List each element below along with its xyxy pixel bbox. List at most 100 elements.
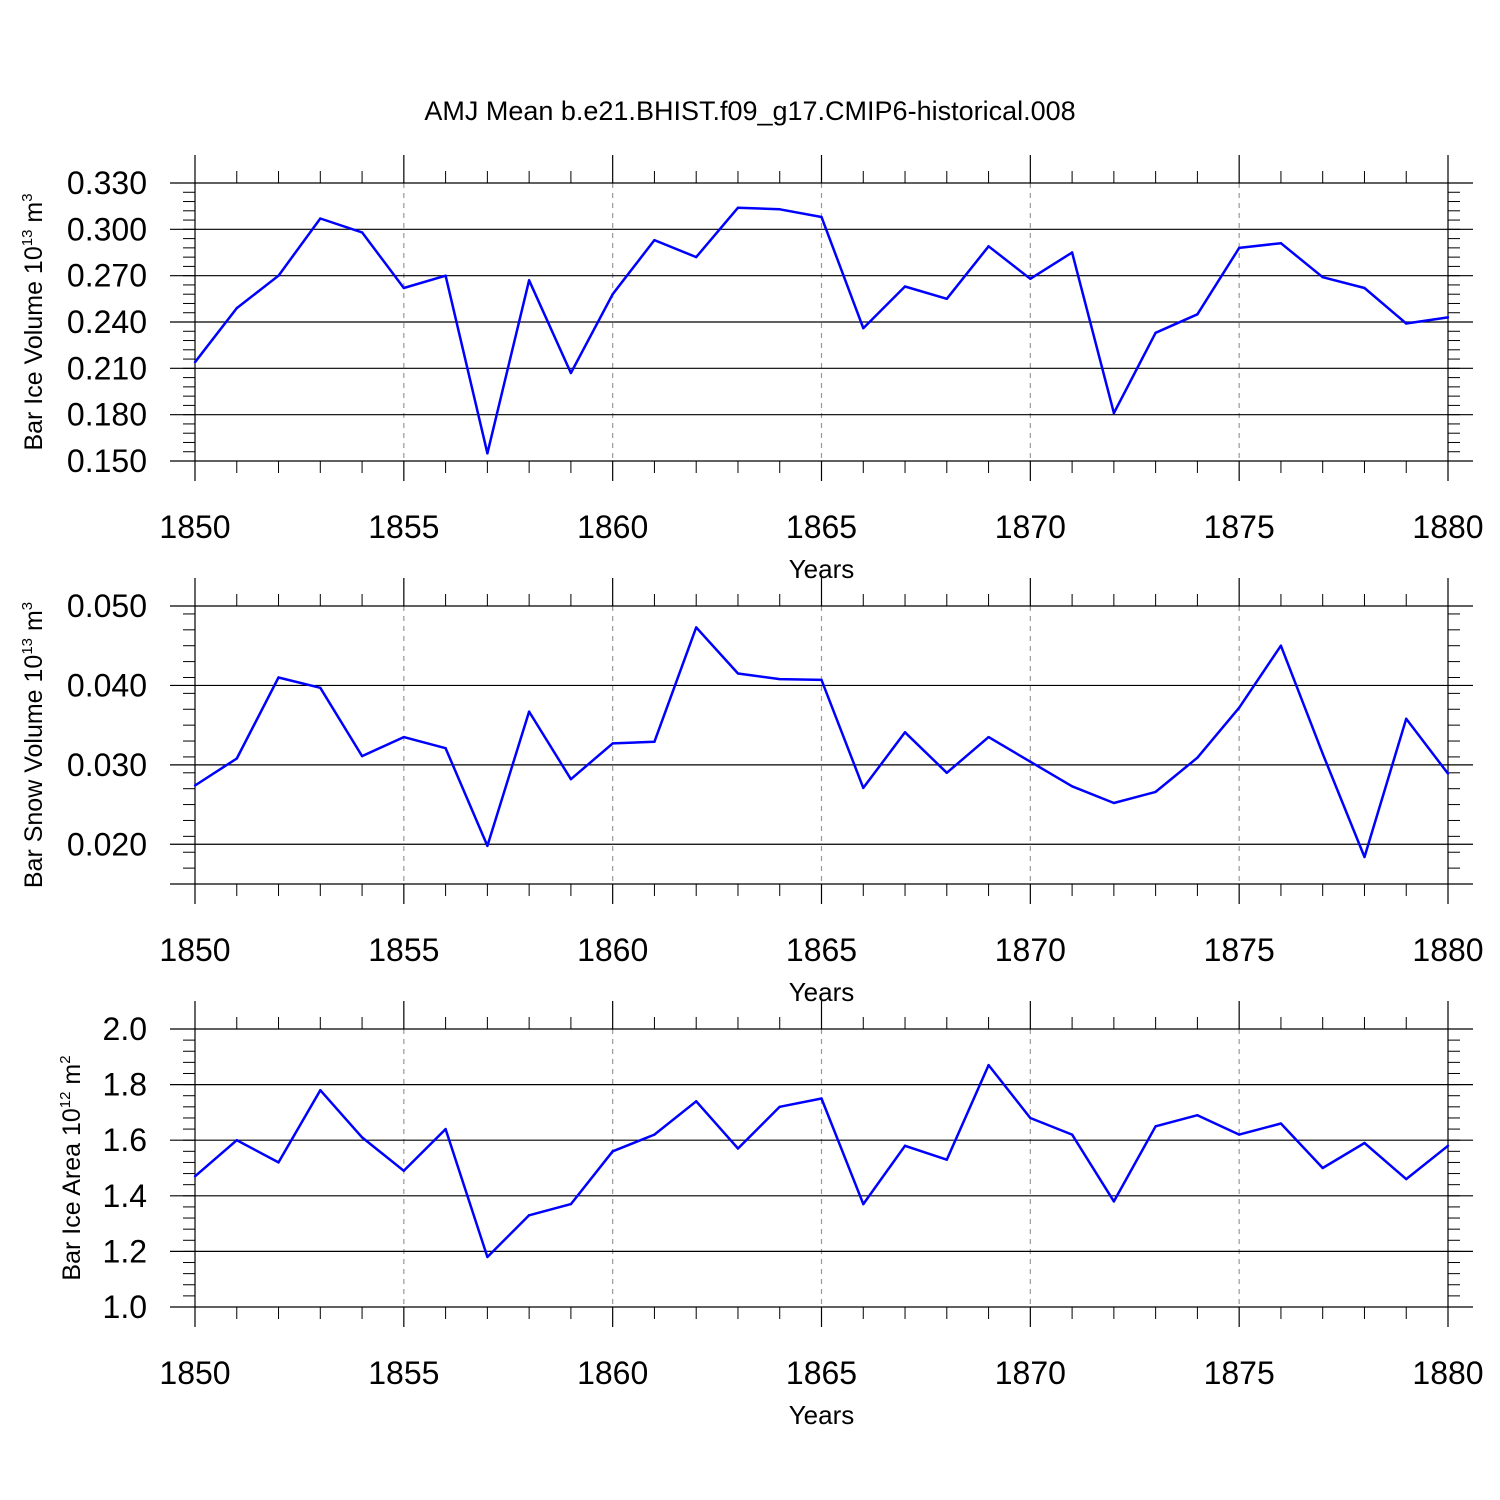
data-point: [1321, 752, 1324, 755]
data-point: [235, 1139, 238, 1142]
y-axis-label-unit: m: [58, 1064, 86, 1092]
data-point: [653, 1133, 656, 1136]
data-point: [1154, 1125, 1157, 1128]
data-point: [1279, 242, 1283, 245]
data-point: [193, 360, 197, 364]
x-tick-label: 1855: [368, 932, 439, 968]
data-point: [778, 677, 781, 681]
data-point: [945, 771, 948, 774]
y-tick-label: 0.210: [67, 350, 147, 386]
y-tick-label: 0.150: [67, 443, 147, 479]
x-tick-label: 1875: [1204, 509, 1275, 545]
x-tick-label: 1870: [995, 932, 1066, 968]
data-point: [1154, 790, 1157, 794]
data-point: [736, 1147, 740, 1150]
panel-2: 0.020 0.030 0.040 0.050 1850 1855 1860 1865 1870…: [19, 578, 1484, 1007]
x-tick-label: 1880: [1412, 509, 1483, 545]
y-tick-label: 0.270: [67, 258, 147, 294]
data-point: [360, 1136, 364, 1139]
data-point: [820, 215, 823, 219]
x-tick-label: 1860: [577, 509, 648, 545]
y-axis-label-unit-exponent: 3: [19, 602, 36, 610]
y-tick-label: 1.4: [103, 1178, 147, 1214]
data-series-line: [194, 626, 1449, 859]
x-tick-label: 1855: [368, 1355, 439, 1391]
x-tick-label: 1875: [1204, 932, 1275, 968]
data-point: [444, 1127, 447, 1131]
data-point: [569, 371, 573, 375]
data-point: [611, 742, 614, 745]
data-point: [444, 746, 447, 750]
data-point: [235, 757, 238, 760]
x-tick-label: 1860: [577, 932, 648, 968]
y-tick-label: 0.030: [67, 747, 147, 783]
y-tick-label: 0.300: [67, 211, 147, 247]
y-axis-label: Bar Ice Area 1012 m2: [57, 1055, 86, 1280]
data-point: [1237, 1133, 1241, 1136]
y-axis-label-unit-exponent: 3: [19, 193, 36, 201]
data-point: [486, 844, 489, 848]
data-point: [527, 279, 531, 282]
x-tick-label: 1865: [786, 932, 857, 968]
x-tick-label: 1875: [1204, 1355, 1275, 1391]
x-tick-label: 1850: [159, 932, 230, 968]
data-point: [862, 326, 865, 330]
data-point: [611, 1150, 614, 1153]
data-point: [1070, 251, 1074, 254]
x-tick-label: 1850: [159, 1355, 230, 1391]
data-point: [569, 1202, 573, 1206]
data-point: [1070, 1133, 1074, 1136]
data-point: [360, 754, 364, 758]
data-point: [402, 1169, 406, 1172]
data-point: [193, 784, 197, 787]
data-point: [1363, 286, 1366, 290]
data-point: [778, 208, 781, 211]
y-tick-label: 1.8: [103, 1067, 147, 1103]
y-tick-label: 0.240: [67, 304, 147, 340]
y-axis-label-exponent: 12: [57, 1092, 74, 1109]
y-tick-label: 0.020: [67, 826, 147, 862]
y-axis-label-exponent: 13: [19, 638, 36, 655]
data-point: [1363, 855, 1366, 859]
data-point: [1446, 316, 1450, 319]
data-point: [1237, 246, 1241, 250]
data-point: [1029, 1116, 1032, 1120]
data-point: [360, 231, 364, 234]
panel-3: 1.0 1.2 1.4 1.6 1.8 2.0 1850 1855 1860 1865 1870 18…: [57, 1001, 1484, 1430]
y-axis-label-unit: m: [20, 610, 48, 638]
data-point: [862, 786, 865, 790]
data-point: [820, 1097, 823, 1100]
data-point: [235, 306, 238, 310]
data-point: [319, 217, 322, 220]
data-point: [862, 1202, 865, 1206]
y-tick-label: 2.0: [103, 1011, 147, 1047]
data-point: [277, 274, 280, 277]
data-point: [945, 297, 948, 301]
data-point: [1405, 322, 1408, 325]
data-point: [987, 245, 990, 248]
data-point: [486, 1255, 489, 1259]
data-point: [1196, 756, 1199, 759]
data-point: [695, 1100, 698, 1103]
data-point: [402, 735, 406, 739]
y-tick-label: 0.040: [67, 667, 147, 703]
data-point: [1070, 785, 1074, 788]
data-point: [736, 672, 740, 675]
data-point: [903, 731, 907, 734]
data-point: [1029, 277, 1032, 280]
y-axis-label-unit-exponent: 2: [57, 1055, 74, 1063]
data-point: [1112, 801, 1116, 805]
data-point: [1029, 760, 1032, 763]
data-point: [1196, 1113, 1199, 1117]
data-point: [402, 286, 406, 290]
panel-1: 0.150 0.180 0.210 0.240 0.270 0.300 0.330 1850 1…: [19, 155, 1484, 584]
data-point: [695, 626, 698, 629]
y-axis-label: Bar Ice Volume 1013 m3: [19, 193, 48, 450]
y-tick-label: 1.0: [103, 1289, 147, 1325]
y-tick-label: 0.050: [67, 588, 147, 624]
x-tick-label: 1850: [159, 509, 230, 545]
data-point: [1405, 717, 1408, 720]
y-axis-label: Bar Snow Volume 1013 m3: [19, 602, 48, 888]
y-axis-label-text: Bar Snow Volume 10: [20, 655, 48, 888]
